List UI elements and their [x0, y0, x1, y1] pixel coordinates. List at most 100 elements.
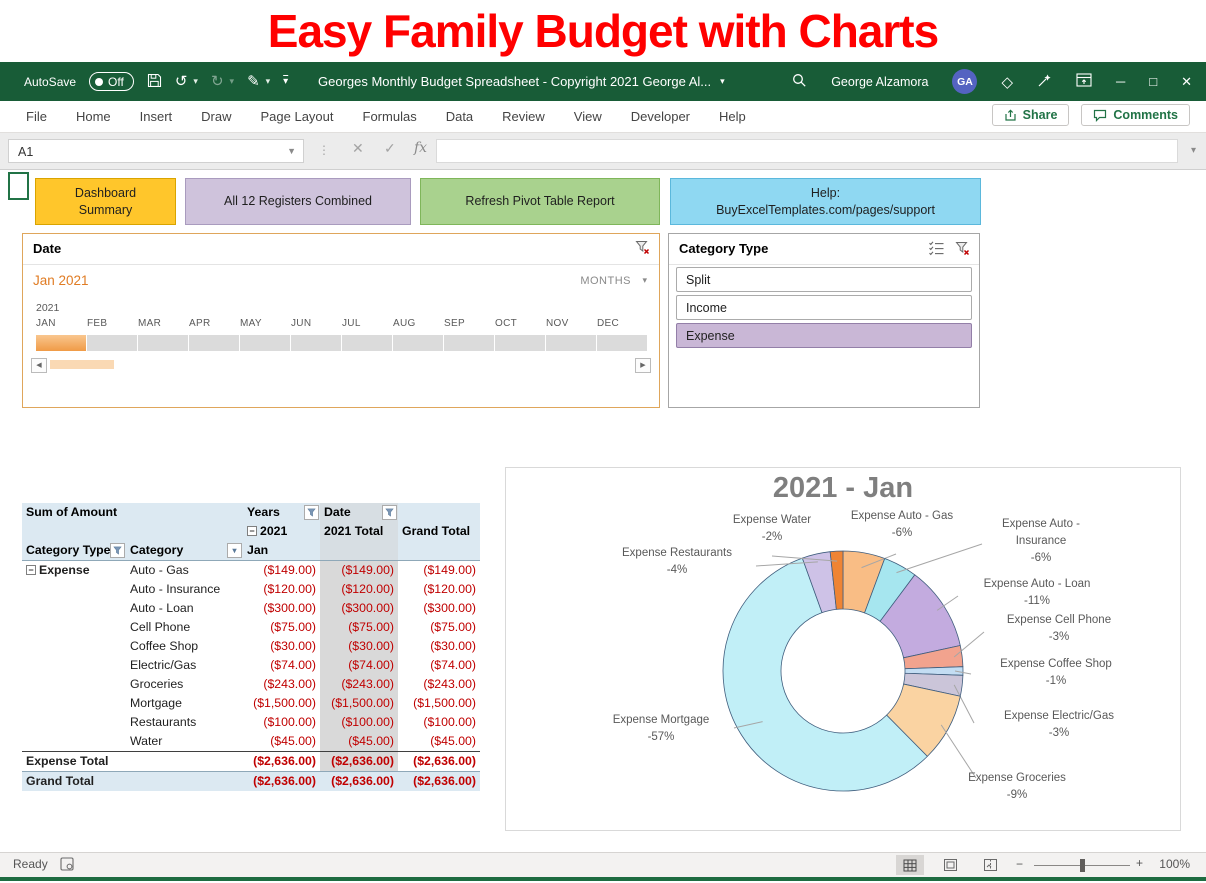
pivot-group-cell — [22, 675, 126, 694]
zoom-out-icon[interactable]: − — [1016, 857, 1024, 871]
pivot-data-row: Auto - Insurance ($120.00) ($120.00) ($120.… — [22, 580, 480, 599]
confirm-entry-icon[interactable]: ✓ — [384, 140, 396, 156]
timeline-period-level[interactable]: MONTHS — [580, 275, 631, 287]
pivot-category-cell: Auto - Insurance — [130, 582, 221, 596]
ribbon-tab-home[interactable]: Home — [75, 109, 111, 124]
avatar[interactable]: GA — [952, 69, 978, 94]
timeline-month-label-jul: JUL — [342, 318, 361, 329]
timeline-scrollbar-thumb[interactable] — [50, 360, 114, 369]
category-type-filter-button[interactable] — [110, 543, 125, 558]
formula-bar-expand-icon[interactable]: ▾ — [1190, 145, 1196, 156]
timeline-month-segment-jul[interactable] — [342, 335, 392, 351]
timeline-clear-filter-icon[interactable] — [634, 239, 651, 261]
slicer-item-split[interactable]: Split — [676, 267, 972, 292]
undo-dropdown-icon[interactable]: ▾ — [193, 76, 198, 86]
timeline-month-segment-apr[interactable] — [189, 335, 239, 351]
document-title-area[interactable]: Georges Monthly Budget Spreadsheet - Cop… — [318, 62, 725, 101]
timeline-scroll-left-icon[interactable]: ◀ — [31, 358, 47, 373]
years-filter-button[interactable] — [304, 505, 319, 520]
timeline-month-segment-aug[interactable] — [393, 335, 443, 351]
cancel-entry-icon[interactable]: ✕ — [352, 140, 364, 156]
share-button[interactable]: Share — [991, 104, 1070, 126]
draw-tool-dropdown-icon[interactable]: ▾ — [265, 76, 271, 86]
chart-label-percent: -57% — [647, 731, 675, 743]
chart-label-percent: -2% — [761, 531, 783, 543]
customize-quick-access-icon[interactable]: ▾ — [283, 75, 289, 87]
timeline-month-segment-feb[interactable] — [87, 335, 137, 351]
chart-data-label-expense-cell-phone: Expense Cell Phone -3% — [979, 612, 1139, 646]
zoom-slider-thumb[interactable] — [1080, 859, 1085, 872]
close-button[interactable]: ✕ — [1181, 73, 1192, 89]
timeline-month-label-aug: AUG — [393, 318, 416, 329]
macro-record-icon[interactable] — [60, 857, 74, 874]
premium-diamond-icon[interactable]: ◇ — [1001, 73, 1014, 91]
ribbon-display-options-icon[interactable] — [1076, 73, 1092, 90]
date-filter-button[interactable] — [382, 505, 397, 520]
timeline-month-segment-jun[interactable] — [291, 335, 341, 351]
sheet-button-all-12-registers-combined[interactable]: All 12 Registers Combined — [185, 178, 411, 225]
sheet-button-dashboard-summary[interactable]: Dashboard Summary — [35, 178, 176, 225]
ribbon-tab-file[interactable]: File — [26, 109, 47, 124]
timeline-month-segment-mar[interactable] — [138, 335, 188, 351]
status-bar: Ready − + 100% — [0, 852, 1206, 877]
slicer-item-income[interactable]: Income — [676, 295, 972, 320]
undo-icon[interactable]: ↺ — [174, 73, 188, 90]
timeline-period-dropdown-icon[interactable]: ▾ — [642, 275, 647, 285]
comments-button[interactable]: Comments — [1081, 104, 1190, 126]
insert-function-icon[interactable]: fx — [414, 140, 428, 156]
ribbon-tab-review[interactable]: Review — [502, 109, 545, 124]
donut-slice-expense-mortgage[interactable] — [722, 557, 928, 792]
timeline-month-segment-may[interactable] — [240, 335, 290, 351]
page-break-view-button[interactable] — [976, 855, 1004, 875]
timeline-month-segment-nov[interactable] — [546, 335, 596, 351]
active-cell-indicator[interactable] — [8, 172, 29, 200]
ribbon-tab-view[interactable]: View — [573, 109, 602, 124]
timeline-month-segment-sep[interactable] — [444, 335, 494, 351]
normal-view-button[interactable] — [896, 855, 924, 875]
minimize-button[interactable]: ─ — [1116, 74, 1126, 89]
ribbon-tab-help[interactable]: Help — [719, 109, 746, 124]
share-label: Share — [1022, 108, 1058, 122]
name-box-dropdown-icon[interactable]: ▼ — [287, 146, 296, 156]
pivot-group-cell: − Expense — [22, 561, 126, 580]
collapse-group-icon[interactable]: − — [26, 565, 36, 575]
slicer-multiselect-icon[interactable] — [928, 240, 945, 262]
sheet-button-help-buyexceltemplates-com-pages-support[interactable]: Help: BuyExcelTemplates.com/pages/support — [670, 178, 981, 225]
slicer-clear-filter-icon[interactable] — [954, 240, 971, 262]
leader-line-expense-mortgage — [733, 721, 763, 729]
pivot-year-total-total: ($2,636.00) — [331, 774, 394, 788]
collapse-year-icon[interactable]: − — [247, 526, 257, 536]
autosave-toggle[interactable]: Off — [89, 72, 134, 91]
timeline-month-segment-jan[interactable] — [36, 335, 86, 351]
search-icon[interactable] — [792, 73, 807, 91]
ribbon-tab-formulas[interactable]: Formulas — [362, 109, 417, 124]
document-title-dropdown-icon[interactable]: ▾ — [720, 76, 725, 86]
chart-label-percent: -4% — [666, 564, 688, 576]
ribbon-tab-page-layout[interactable]: Page Layout — [260, 109, 334, 124]
expense-donut-chart[interactable]: 2021 - Jan Expense Auto - Gas -6% Expense … — [505, 467, 1181, 831]
timeline-month-segment-oct[interactable] — [495, 335, 545, 351]
save-icon[interactable] — [147, 73, 162, 91]
formula-input[interactable] — [436, 139, 1178, 163]
pivot-category-cell: Mortgage — [130, 696, 182, 710]
timeline-scroll-right-icon[interactable]: ▶ — [635, 358, 651, 373]
ribbon-tab-developer[interactable]: Developer — [630, 109, 691, 124]
category-filter-button[interactable]: ▾ — [227, 543, 242, 558]
draw-tool-icon[interactable]: ✎ — [247, 73, 260, 90]
zoom-in-icon[interactable]: + — [1136, 856, 1144, 870]
name-box[interactable]: A1 ▼ — [8, 139, 304, 163]
pivot-jan-total: ($2,636.00) — [253, 754, 316, 768]
ribbon-tab-data[interactable]: Data — [445, 109, 474, 124]
sheet-button-refresh-pivot-table-report[interactable]: Refresh Pivot Table Report — [420, 178, 660, 225]
ribbon-tab-insert[interactable]: Insert — [139, 109, 173, 124]
pivot-grand-total-value: ($1,500.00) — [413, 696, 476, 710]
ribbon-tab-draw[interactable]: Draw — [201, 109, 232, 124]
maximize-button[interactable]: □ — [1149, 74, 1158, 89]
user-name[interactable]: George Alzamora — [831, 74, 929, 89]
pivot-year-group-cell: −2021 — [243, 522, 320, 541]
editor-sparkle-icon[interactable] — [1037, 73, 1052, 91]
timeline-month-segment-dec[interactable] — [597, 335, 647, 351]
slicer-item-expense[interactable]: Expense — [676, 323, 972, 348]
page-layout-view-button[interactable] — [936, 855, 964, 875]
donut-slice-expense-water[interactable] — [829, 550, 844, 610]
